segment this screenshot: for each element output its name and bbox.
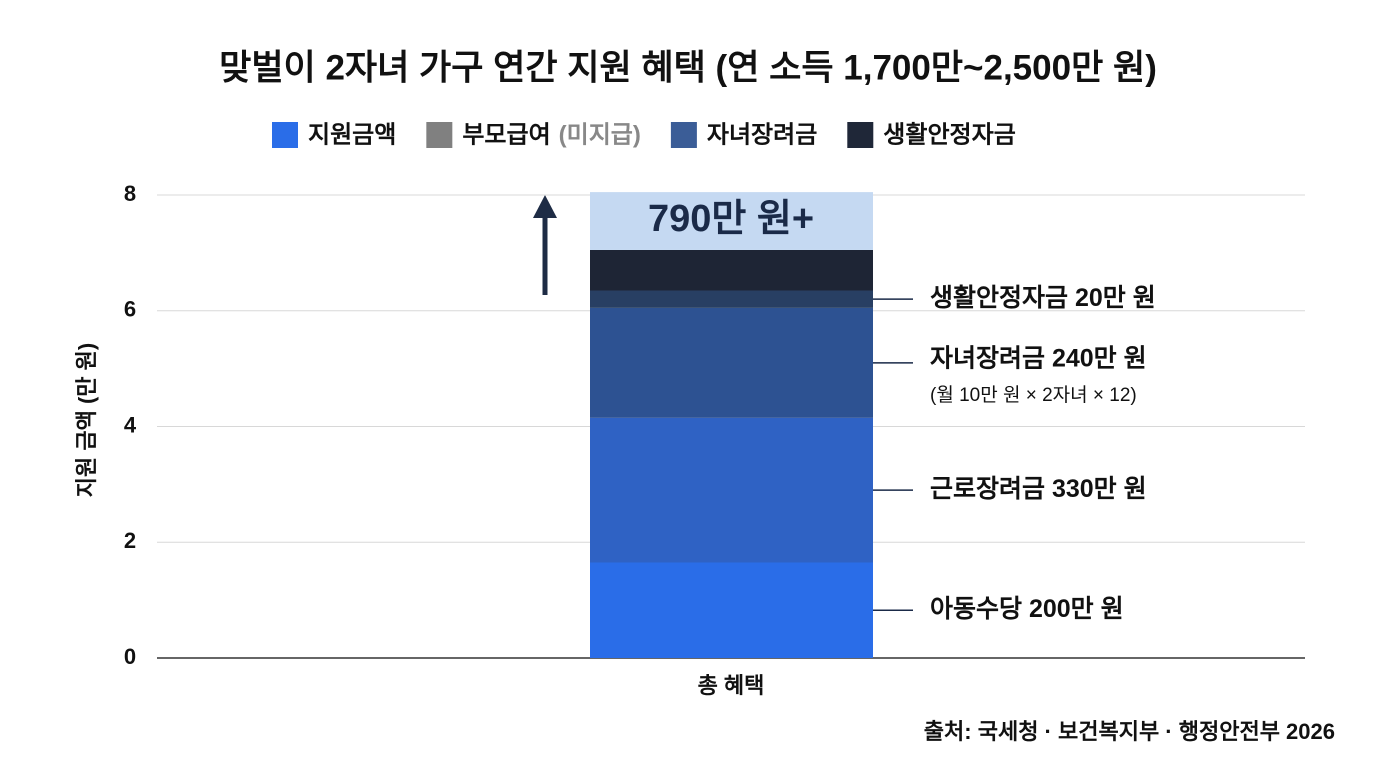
bar-segment <box>590 192 873 250</box>
y-tick-label: 8 <box>124 181 136 206</box>
legend-swatch <box>272 122 298 148</box>
segment-label: 아동수당 200만 원 <box>930 595 1124 623</box>
y-tick-label: 6 <box>124 297 136 322</box>
legend-label: 생활안정자금 <box>883 121 1015 148</box>
legend-label: 자녀장려금 <box>707 121 817 148</box>
segment-sublabel: (월 10만 원 × 2자녀 × 12) <box>930 384 1137 406</box>
bar-segment <box>590 249 873 291</box>
x-tick-label: 총 혜택 <box>698 673 765 698</box>
legend-label: 지원금액 <box>308 121 396 148</box>
legend-swatch <box>847 122 874 148</box>
bar-segment <box>590 307 873 418</box>
chart-title: 맞벌이 2자녀 가구 연간 지원 혜택 (연 소득 1,700만~2,500만 … <box>219 48 1157 87</box>
segment-label: 생활안정자금 20만 원 <box>930 284 1156 312</box>
legend-note: (미지급) <box>559 121 641 148</box>
y-tick-label: 2 <box>124 528 136 553</box>
bar-segment <box>590 562 873 658</box>
segment-label: 근로장려금 330만 원 <box>930 475 1147 503</box>
legend-swatch <box>426 122 453 148</box>
legend-label: 부모급여 <box>462 121 550 148</box>
bar-segment <box>590 417 873 563</box>
source: 출처: 국세청 · 보건복지부 · 행정안전부 2026 <box>924 719 1335 744</box>
legend-swatch <box>670 122 697 148</box>
y-axis-label: 지원 금액 (만 원) <box>74 343 99 497</box>
segment-label: 자녀장려금 240만 원 <box>930 344 1147 372</box>
value-label: 790만 원+ <box>648 198 814 240</box>
y-tick-label: 0 <box>124 644 136 669</box>
y-tick-label: 4 <box>124 412 137 437</box>
arrow <box>533 195 557 295</box>
bar-segment <box>590 290 873 308</box>
